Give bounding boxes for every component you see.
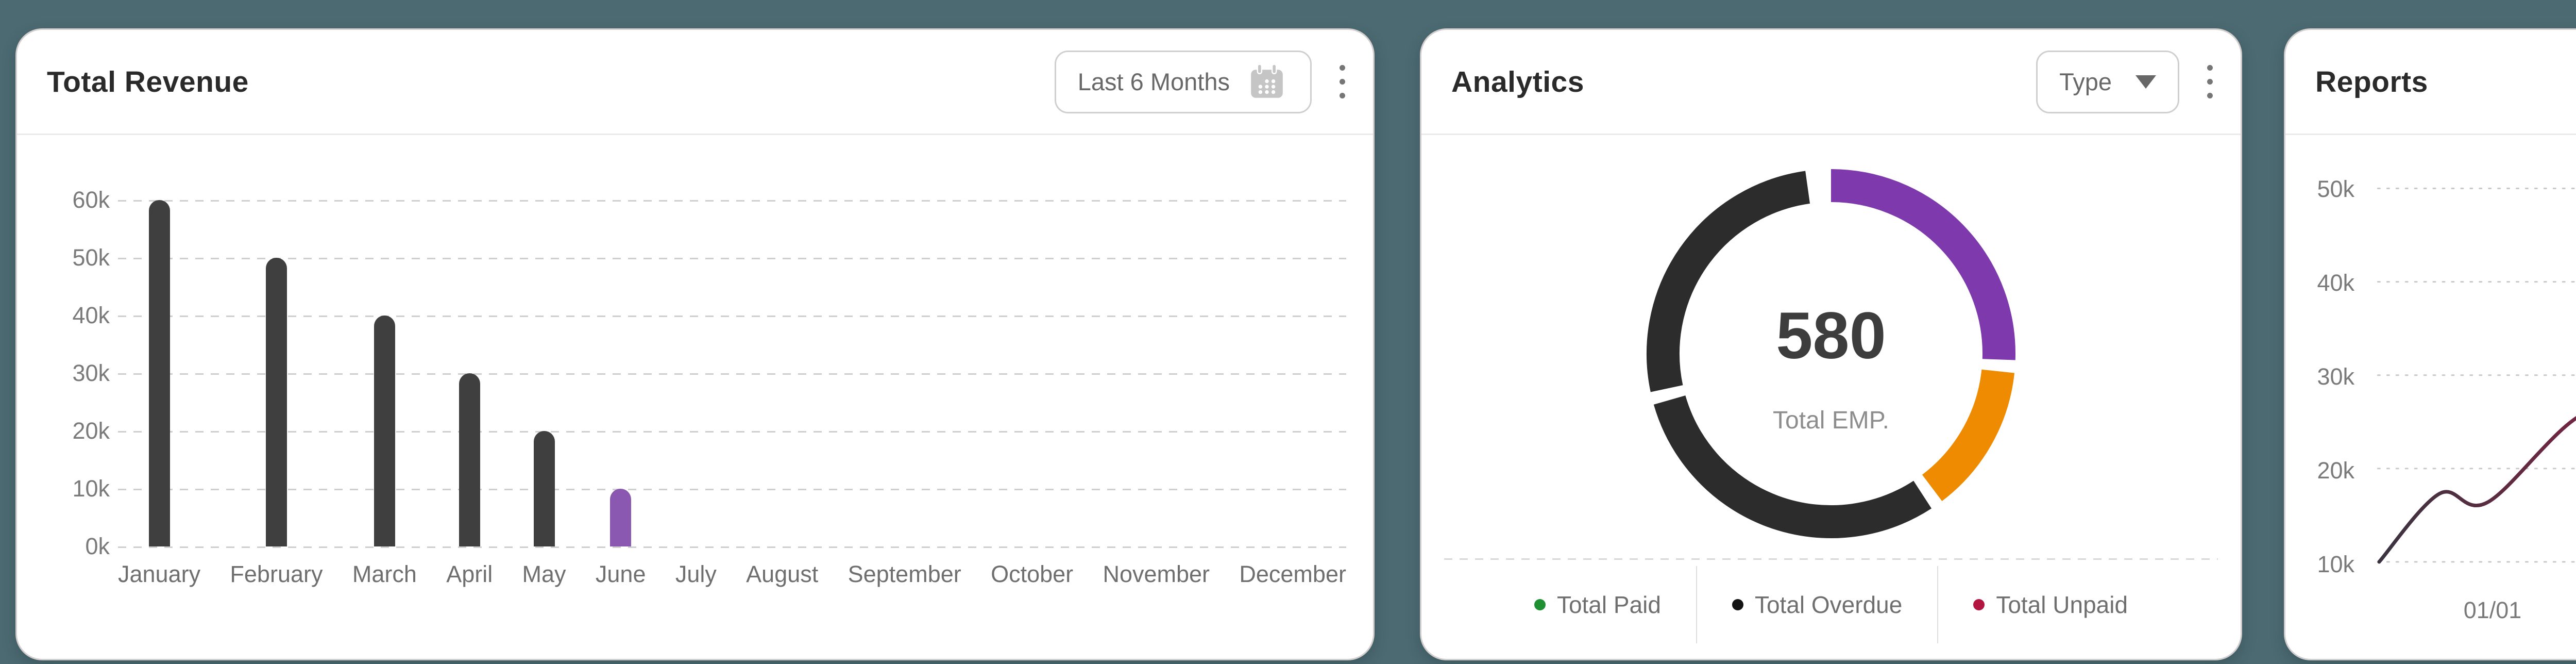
more-options-icon[interactable] bbox=[2202, 60, 2218, 104]
revenue-y-axis: 60k 50k 40k 30k 20k 10k 0k bbox=[38, 187, 110, 559]
legend-dot-crimson bbox=[1973, 599, 1985, 610]
y-tick-label: 20k bbox=[2317, 457, 2354, 484]
revenue-bars-and-x-axis: January February March April May June July Augu… bbox=[118, 200, 1346, 588]
revenue-bar-january[interactable] bbox=[148, 200, 170, 546]
gridline bbox=[118, 373, 1346, 375]
month-column: December bbox=[1239, 200, 1346, 588]
legend-item-total-paid: Total Paid bbox=[1499, 566, 1696, 643]
month-column: June bbox=[596, 200, 646, 588]
y-tick-label: 30k bbox=[2317, 363, 2354, 390]
month-column: August bbox=[746, 200, 818, 588]
y-tick-label: 20k bbox=[72, 418, 110, 444]
x-tick-label: November bbox=[1103, 561, 1210, 587]
type-dropdown[interactable]: Type bbox=[2036, 50, 2179, 113]
analytics-card-header: Analytics Type bbox=[1421, 30, 2241, 135]
donut-total-caption: Total EMP. bbox=[1773, 407, 1889, 434]
calendar-icon bbox=[1251, 63, 1283, 98]
x-tick-label: August bbox=[746, 561, 819, 587]
x-tick-label: October bbox=[991, 561, 1074, 587]
x-tick-label: March bbox=[352, 561, 417, 587]
reports-line-chart bbox=[2377, 187, 2576, 564]
y-tick-label: 0k bbox=[85, 533, 110, 559]
legend-item-total-overdue: Total Overdue bbox=[1696, 566, 1937, 643]
donut-rings bbox=[1647, 169, 2015, 539]
y-tick-label: 60k bbox=[72, 187, 110, 213]
legend-dot-black bbox=[1732, 599, 1743, 610]
bar-zone bbox=[533, 200, 555, 546]
y-tick-label: 10k bbox=[2317, 551, 2354, 577]
month-column: March bbox=[352, 200, 417, 588]
revenue-card-title: Total Revenue bbox=[47, 65, 249, 98]
revenue-bar-march[interactable] bbox=[374, 316, 395, 546]
donut-total-value: 580 bbox=[1776, 299, 1886, 373]
total-revenue-card: Total Revenue Last 6 Months 60k 50k 40k 30k… bbox=[15, 28, 1375, 660]
x-tick-label: 01/01 bbox=[2463, 597, 2522, 623]
gridline bbox=[118, 316, 1346, 317]
revenue-bar-april[interactable] bbox=[459, 373, 480, 546]
month-column: November bbox=[1103, 200, 1210, 588]
gridline bbox=[118, 200, 1346, 202]
revenue-card-header: Total Revenue Last 6 Months bbox=[17, 30, 1373, 135]
dark-segment-b[interactable] bbox=[1647, 171, 1810, 392]
x-tick-label: September bbox=[848, 561, 961, 587]
month-column: January bbox=[118, 200, 200, 588]
y-tick-label: 40k bbox=[2317, 270, 2354, 296]
x-tick-label: January bbox=[118, 561, 201, 587]
gridline bbox=[118, 258, 1346, 259]
month-column: September bbox=[848, 200, 961, 588]
bar-zone bbox=[148, 200, 170, 546]
bar-zone bbox=[374, 200, 395, 546]
month-column: February bbox=[230, 200, 323, 588]
caret-down-icon bbox=[2136, 75, 2156, 89]
month-column: May bbox=[522, 200, 566, 588]
bar-zone bbox=[459, 200, 480, 546]
legend-dot-green bbox=[1534, 599, 1546, 610]
type-dropdown-label: Type bbox=[2059, 68, 2112, 95]
more-options-icon[interactable] bbox=[1334, 60, 1350, 104]
analytics-card: Analytics Type 580 Total EMP. Total Paid… bbox=[1420, 28, 2242, 660]
month-column: July bbox=[675, 200, 717, 588]
bar-zone bbox=[610, 200, 632, 546]
date-range-label: Last 6 Months bbox=[1077, 68, 1230, 95]
reports-card-title: Reports bbox=[2315, 65, 2428, 98]
purple-segment[interactable] bbox=[1831, 169, 2015, 360]
bar-zone bbox=[265, 200, 287, 546]
y-tick-label: 50k bbox=[72, 244, 110, 271]
reports-line-series bbox=[2377, 416, 2576, 564]
gridline bbox=[118, 546, 1346, 548]
x-tick-label: July bbox=[675, 561, 717, 587]
revenue-plot-area bbox=[118, 200, 1346, 548]
y-tick-label: 30k bbox=[72, 360, 110, 386]
legend-item-total-unpaid: Total Unpaid bbox=[1937, 566, 2163, 643]
donut-legend: Total Paid Total Overdue Total Unpaid bbox=[1421, 566, 2241, 643]
revenue-bar-february[interactable] bbox=[265, 258, 287, 546]
x-tick-label: December bbox=[1239, 561, 1346, 587]
y-tick-label: 40k bbox=[72, 302, 110, 328]
orange-segment[interactable] bbox=[1922, 369, 2015, 501]
month-column: April bbox=[446, 200, 493, 588]
gridline bbox=[118, 489, 1346, 490]
reports-card-header: Reports Weekly bbox=[2285, 30, 2576, 135]
y-tick-label: 50k bbox=[2317, 176, 2354, 202]
analytics-card-title: Analytics bbox=[1451, 65, 1584, 98]
donut-chart: 580 Total EMP. bbox=[1630, 153, 2032, 555]
x-tick-label: May bbox=[522, 561, 566, 587]
revenue-bar-june[interactable] bbox=[610, 489, 632, 546]
dark-segment-a[interactable] bbox=[1653, 395, 1932, 539]
legend-divider bbox=[1444, 558, 2218, 560]
x-tick-label: February bbox=[230, 561, 323, 587]
y-tick-label: 10k bbox=[72, 475, 110, 502]
x-tick-label: April bbox=[446, 561, 493, 587]
month-column: October bbox=[991, 200, 1073, 588]
revenue-bar-may[interactable] bbox=[533, 431, 555, 546]
date-range-button[interactable]: Last 6 Months bbox=[1054, 50, 1312, 113]
x-tick-label: June bbox=[595, 561, 646, 587]
gridline bbox=[118, 431, 1346, 433]
